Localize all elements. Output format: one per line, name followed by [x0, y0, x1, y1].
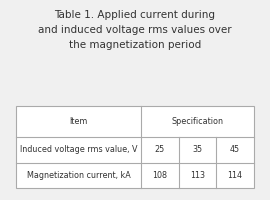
- Text: Table 1. Applied current during
and induced voltage rms values over
the magnetiz: Table 1. Applied current during and indu…: [38, 10, 232, 50]
- Text: 35: 35: [193, 145, 202, 154]
- Bar: [16, 106, 254, 188]
- Text: 45: 45: [230, 145, 240, 154]
- Text: 25: 25: [155, 145, 165, 154]
- Text: Induced voltage rms value, V: Induced voltage rms value, V: [20, 145, 137, 154]
- Text: Item: Item: [69, 117, 88, 126]
- Text: Specification: Specification: [171, 117, 224, 126]
- Text: 114: 114: [228, 171, 242, 180]
- Text: Magnetization current, kA: Magnetization current, kA: [27, 171, 131, 180]
- Text: 108: 108: [153, 171, 167, 180]
- Text: 113: 113: [190, 171, 205, 180]
